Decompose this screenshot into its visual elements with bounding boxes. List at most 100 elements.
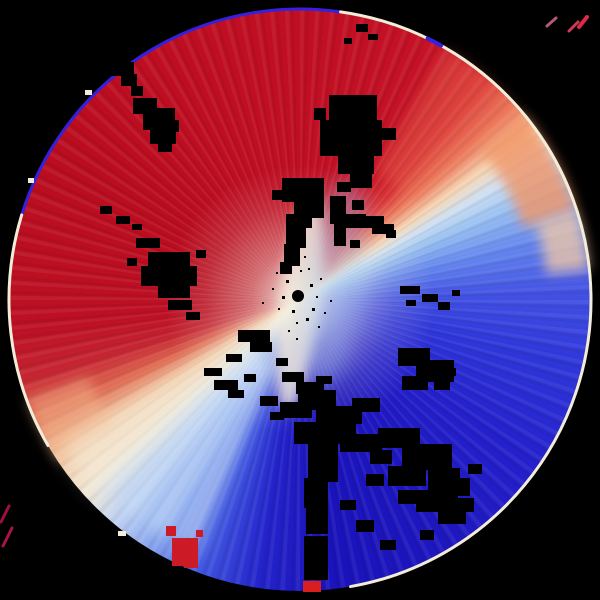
rim-tick bbox=[118, 531, 126, 536]
no-data-rect bbox=[366, 474, 384, 486]
center-dot bbox=[292, 290, 304, 302]
no-data-blobs bbox=[100, 24, 482, 580]
no-data-rect bbox=[280, 262, 292, 274]
no-data-rect bbox=[116, 216, 130, 224]
no-data-rect bbox=[102, 48, 130, 66]
no-data-rect bbox=[446, 368, 456, 376]
white-rim-arc-east bbox=[338, 10, 593, 589]
clutter-dash bbox=[545, 16, 558, 28]
west-echo-holes bbox=[100, 206, 206, 320]
no-data-rect bbox=[388, 466, 426, 486]
no-data-rect bbox=[368, 34, 378, 40]
no-data-rect bbox=[446, 478, 470, 496]
no-data-rect bbox=[402, 444, 452, 470]
no-data-rect bbox=[356, 24, 368, 32]
velocity-band-wedge bbox=[26, 376, 114, 463]
no-data-rect bbox=[284, 244, 300, 266]
velocity-band-wedge bbox=[375, 47, 523, 204]
zero-isodop-band bbox=[276, 177, 368, 412]
blue-rim-tick bbox=[425, 36, 444, 48]
no-data-rect bbox=[168, 300, 192, 310]
no-data-rect bbox=[337, 182, 351, 192]
no-data-rect bbox=[294, 198, 324, 218]
no-data-rect bbox=[214, 380, 238, 390]
northwest-rim-notch bbox=[102, 48, 179, 152]
no-data-rect bbox=[244, 374, 256, 382]
no-data-rect bbox=[100, 206, 112, 214]
no-data-rect bbox=[360, 96, 376, 106]
clutter-speckle bbox=[288, 330, 290, 332]
red-echo-rect bbox=[166, 526, 176, 536]
blue-rim-arc bbox=[20, 7, 342, 217]
no-data-rect bbox=[121, 74, 137, 86]
no-data-rect bbox=[468, 464, 482, 474]
no-data-rect bbox=[112, 62, 134, 76]
white-rim-arc-west bbox=[7, 213, 50, 447]
rim-tick bbox=[85, 90, 92, 95]
no-data-rect bbox=[272, 190, 284, 200]
no-data-rect bbox=[304, 478, 328, 508]
no-data-rect bbox=[352, 398, 380, 412]
isodop-ellipse bbox=[300, 177, 368, 387]
spoke-streak bbox=[181, 361, 274, 548]
no-data-rect bbox=[228, 390, 244, 398]
no-data-rect bbox=[452, 290, 460, 296]
no-data-rect bbox=[238, 330, 270, 342]
no-data-rect bbox=[456, 498, 474, 512]
no-data-rect bbox=[158, 142, 172, 152]
no-data-rect bbox=[163, 120, 179, 132]
clutter-speckle bbox=[296, 338, 298, 340]
clutter-dash bbox=[0, 504, 11, 524]
no-data-rect bbox=[260, 396, 278, 406]
no-data-rect bbox=[356, 520, 374, 532]
clutter-speckle bbox=[262, 302, 264, 304]
no-data-rect bbox=[434, 378, 450, 390]
no-data-rect bbox=[226, 354, 242, 362]
no-data-rect bbox=[131, 86, 143, 96]
clutter-dash bbox=[577, 15, 589, 29]
no-data-rect bbox=[158, 286, 190, 298]
no-data-rect bbox=[308, 442, 338, 482]
no-data-rect bbox=[352, 200, 364, 210]
clutter-speckle bbox=[320, 278, 322, 280]
red-echo-rect bbox=[303, 581, 321, 592]
no-data-rect bbox=[400, 286, 420, 294]
top-echo-hole bbox=[314, 24, 396, 192]
rim-tick bbox=[28, 178, 34, 183]
no-data-rect bbox=[420, 530, 434, 540]
no-data-rect bbox=[340, 434, 382, 452]
no-data-rect bbox=[422, 294, 438, 302]
no-data-rect bbox=[136, 238, 160, 248]
no-data-rect bbox=[250, 342, 272, 352]
clutter-dash bbox=[1, 526, 14, 548]
east-speckles bbox=[400, 286, 460, 310]
no-data-rect bbox=[344, 38, 352, 44]
clutter-speckle bbox=[310, 284, 313, 287]
clutter-speckle bbox=[306, 318, 309, 321]
spoke-streak bbox=[101, 346, 253, 492]
no-data-rect bbox=[372, 224, 394, 234]
clutter-speckle bbox=[330, 300, 332, 302]
clutter-speckle bbox=[300, 270, 302, 272]
clutter-speckle bbox=[312, 308, 315, 311]
no-data-rect bbox=[380, 540, 396, 550]
center-ground-clutter bbox=[262, 256, 332, 340]
clutter-speckle bbox=[272, 288, 274, 290]
clutter-speckle bbox=[278, 308, 280, 310]
velocity-band-wedge bbox=[59, 320, 272, 495]
no-data-rect bbox=[196, 250, 206, 258]
red-echo-rect bbox=[184, 560, 198, 568]
no-data-rect bbox=[148, 252, 190, 266]
no-data-rect bbox=[300, 218, 312, 228]
red-echo-patches bbox=[166, 526, 321, 592]
no-data-rect bbox=[276, 358, 288, 366]
east-lower-blob bbox=[398, 348, 456, 390]
no-data-rect bbox=[340, 500, 356, 510]
no-data-rect bbox=[370, 450, 392, 464]
no-data-rect bbox=[304, 536, 328, 580]
above-center-mass bbox=[272, 178, 396, 274]
no-data-rect bbox=[350, 170, 372, 188]
clutter-speckle bbox=[308, 268, 310, 270]
